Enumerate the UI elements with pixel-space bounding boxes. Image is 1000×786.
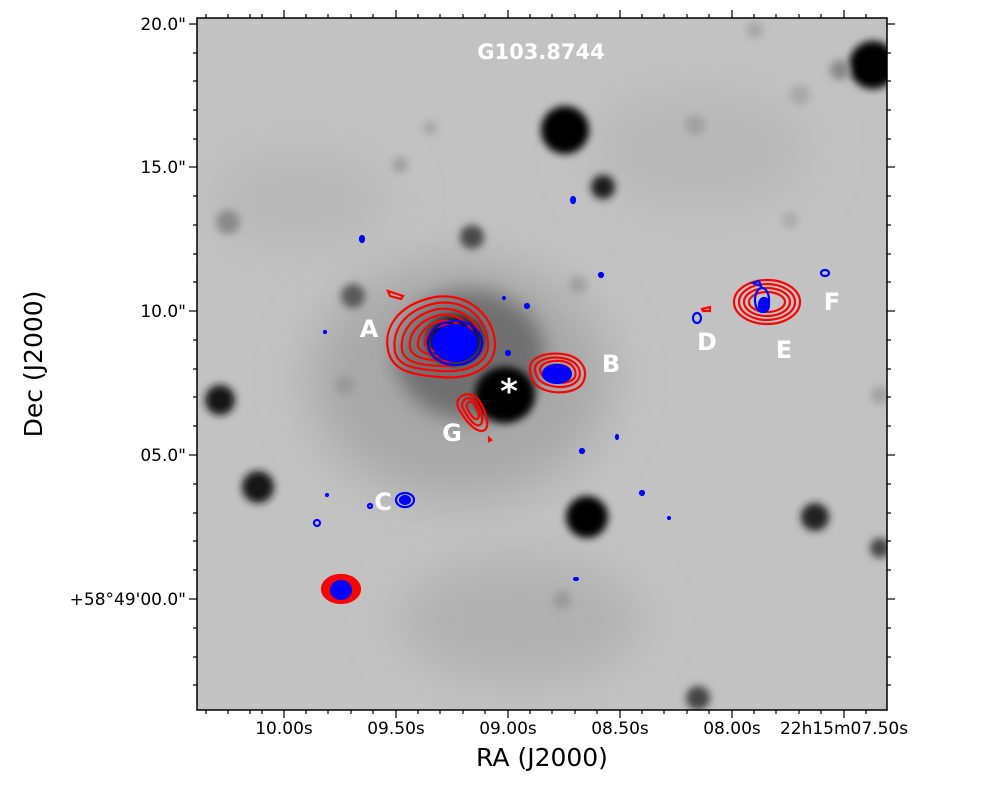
field-title: G103.8744 (477, 40, 605, 64)
blue-contours (312, 195, 831, 601)
region-label-g: G (442, 419, 462, 447)
region-label-d: D (697, 328, 717, 356)
x-tick-label: 08.50s (591, 719, 649, 739)
star-marker: * (500, 372, 518, 412)
x-tick-label: 09.50s (367, 719, 425, 739)
axis-ticks (189, 10, 895, 718)
x-tick-label: 10.00s (255, 719, 313, 739)
y-tick-label: 05.0" (140, 446, 186, 466)
x-tick-label: 22h15m07.50s (780, 719, 908, 739)
x-tick-label: 08.00s (703, 719, 761, 739)
region-label-b: B (602, 350, 620, 378)
y-tick-label: 15.0" (140, 158, 186, 178)
x-tick-label: 09.00s (479, 719, 537, 739)
plot-frame (196, 17, 888, 711)
y-tick-label: 20.0" (140, 15, 186, 35)
region-label-e: E (776, 336, 792, 364)
region-label-c: C (374, 488, 392, 516)
region-label-a: A (360, 315, 379, 343)
y-tick-label: 10.0" (140, 302, 186, 322)
y-axis-label: Dec (J2000) (19, 291, 48, 438)
y-tick-label: +58°49'00.0" (70, 590, 186, 610)
grayscale-image (197, 18, 887, 710)
x-axis-label: RA (J2000) (476, 743, 608, 772)
region-label-f: F (824, 288, 840, 316)
